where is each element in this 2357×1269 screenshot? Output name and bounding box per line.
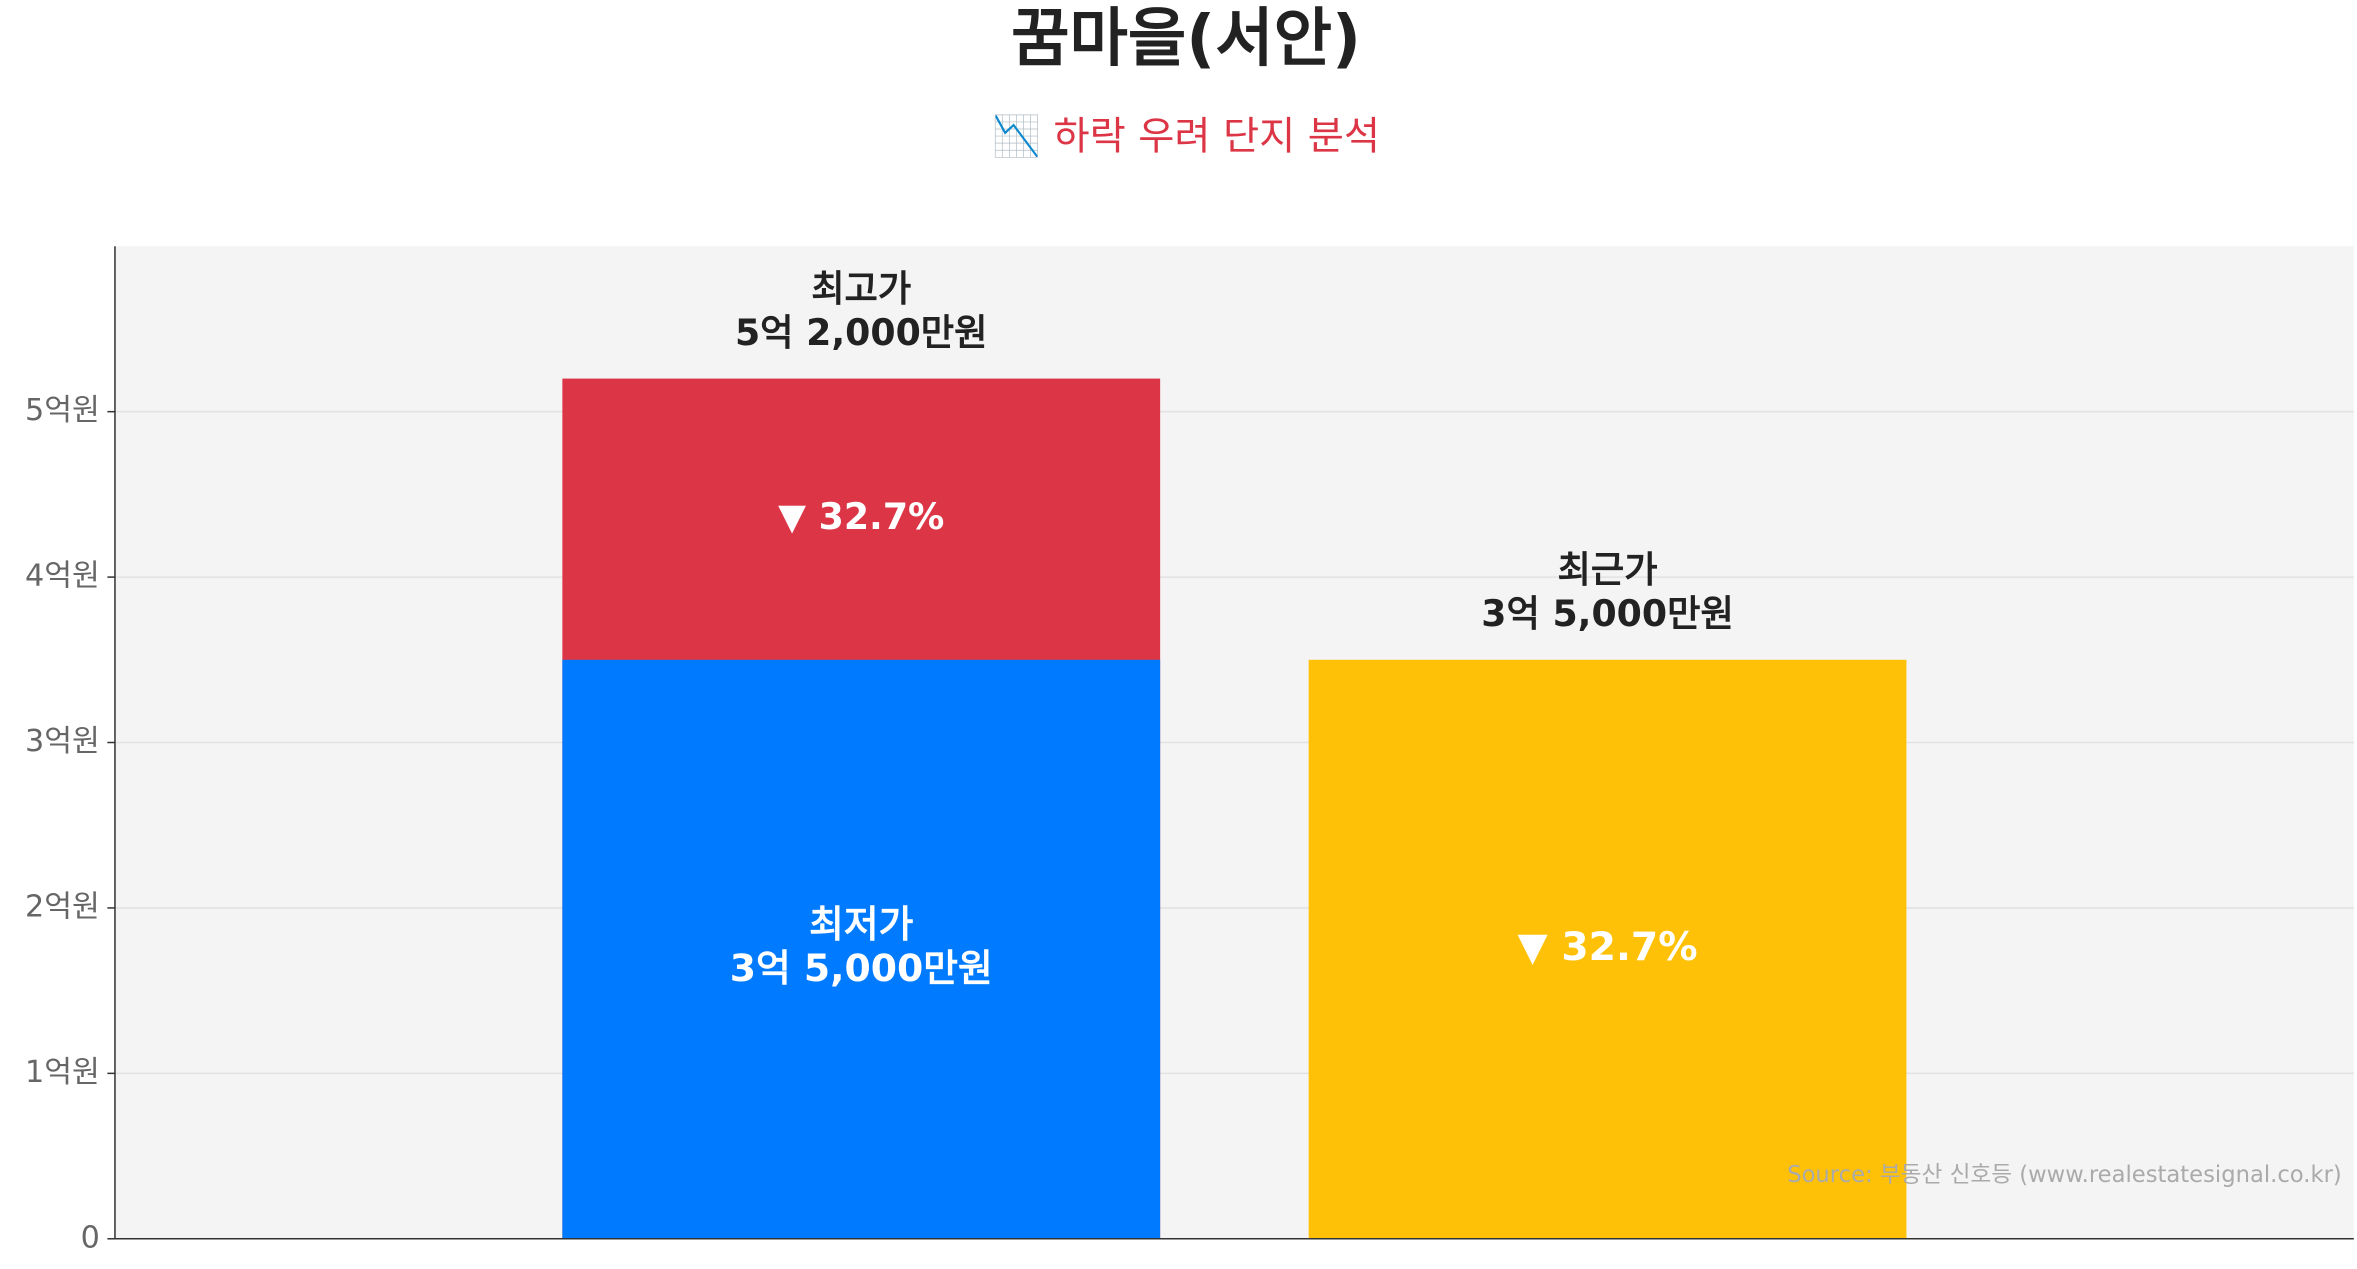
chart-title: 꿈마을(서안): [1011, 1, 1361, 75]
chart-subtitle: 📉 하락 우려 단지 분석: [992, 113, 1380, 159]
bar-name: 최고가: [811, 267, 911, 310]
value-label: 3억 5,000만원: [1481, 592, 1734, 635]
change-label: ▼ 32.7%: [1517, 925, 1697, 970]
source-note: Source: 부동산 신호등 (www.realestatesignal.co…: [1787, 1162, 2342, 1188]
overlay-value-label: 3억 5,000만원: [730, 946, 993, 990]
overlay-bar: [562, 659, 1161, 1239]
y-tick-label: 0: [81, 1220, 100, 1255]
y-tick-label: 3억원: [25, 724, 100, 759]
y-tick-label: 4억원: [25, 559, 100, 594]
y-tick-label: 1억원: [25, 1055, 100, 1090]
overlay-name: 최저가: [809, 902, 913, 946]
y-tick-label: 2억원: [25, 889, 100, 924]
y-tick-label: 5억원: [25, 393, 100, 428]
bar: [1308, 659, 1907, 1239]
value-label: 5억 2,000만원: [735, 311, 988, 354]
bar-name: 최근가: [1558, 548, 1658, 591]
change-label: ▼ 32.7%: [778, 495, 944, 538]
